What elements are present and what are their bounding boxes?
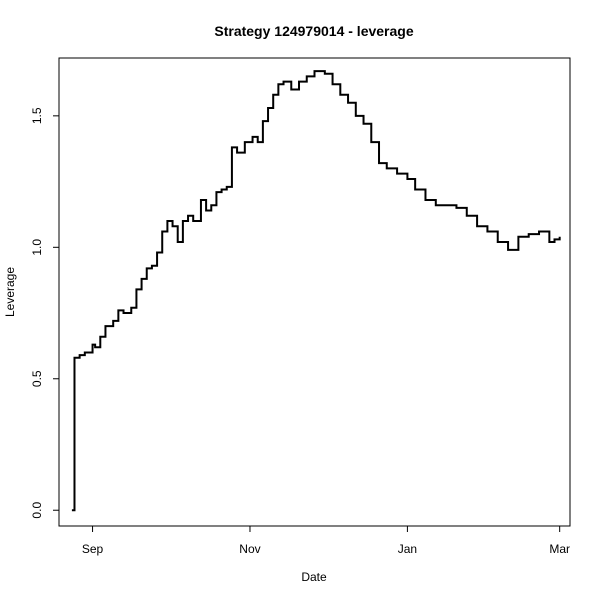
- x-tick-label: Mar: [549, 542, 570, 556]
- x-axis: Sep Nov Jan Mar: [82, 526, 570, 556]
- chart-title: Strategy 124979014 - leverage: [214, 23, 413, 39]
- y-axis-label: Leverage: [3, 267, 17, 317]
- y-tick-label: 1.5: [30, 107, 44, 124]
- y-tick-label: 0.5: [30, 370, 44, 387]
- y-tick-label: 0.0: [30, 502, 44, 519]
- x-tick-label: Sep: [82, 542, 104, 556]
- leverage-series-line: [71, 70, 561, 512]
- x-tick-label: Jan: [398, 542, 417, 556]
- x-tick-label: Nov: [239, 542, 260, 556]
- y-axis: 0.0 0.5 1.0 1.5: [30, 107, 59, 519]
- x-axis-label: Date: [301, 570, 327, 584]
- y-tick-label: 1.0: [30, 239, 44, 256]
- plot-frame: [58, 57, 571, 527]
